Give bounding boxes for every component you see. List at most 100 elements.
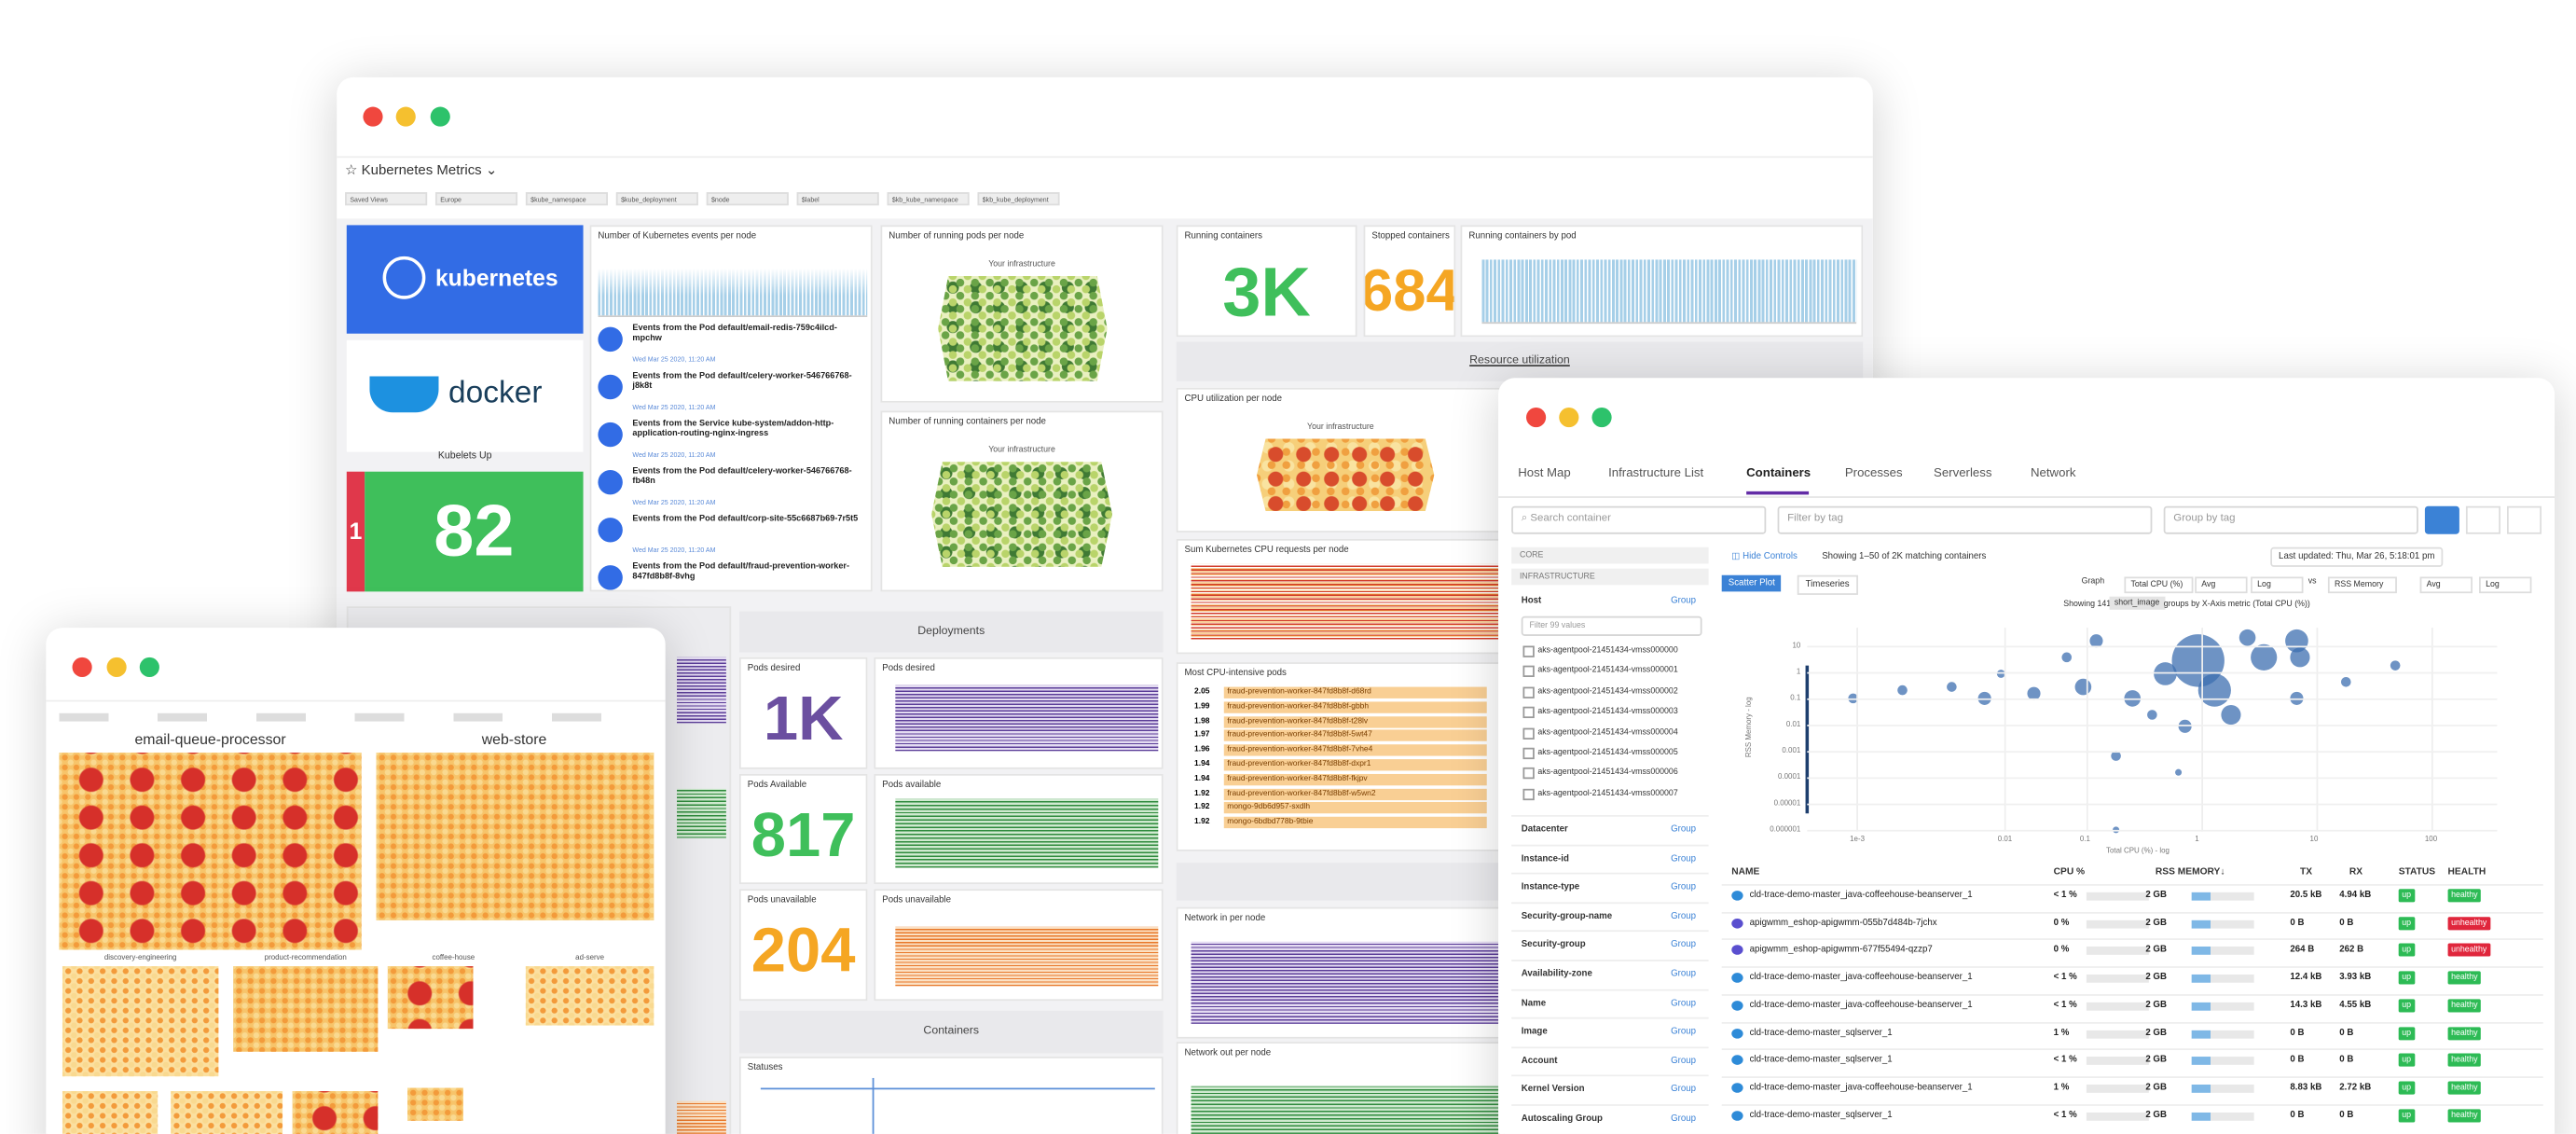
filter-input[interactable]: Filter by tag [1777,505,2153,534]
close-dot[interactable] [363,106,383,127]
group-chip[interactable]: short_image [2109,596,2165,610]
graph-control[interactable]: Avg [2419,576,2473,594]
checkbox[interactable] [1522,666,1535,678]
host-option[interactable]: aks-agentpool-21451434-vmss000004 [1537,726,1678,738]
column-header[interactable]: RX [2349,867,2363,878]
maximize-dot[interactable] [139,657,159,677]
host-option[interactable]: aks-agentpool-21451434-vmss000001 [1537,666,1678,676]
facet-section[interactable]: CORE [1519,550,1544,560]
column-header[interactable]: STATUS [2398,867,2436,878]
container-name[interactable]: cld-trace-demo-master_sqlserver_1 [1749,1055,1893,1066]
group-link[interactable]: Group [1671,596,1697,607]
facet-filter[interactable]: Filter 99 values [1521,615,1702,636]
group-link[interactable]: Group [1671,998,1697,1009]
facet-title[interactable]: Security-group [1521,940,1586,951]
filter-chip[interactable]: $kb_kube_deployment [977,192,1060,206]
graph-control[interactable]: Log [2251,576,2304,594]
group-link[interactable]: Group [1671,940,1697,951]
settings-button[interactable] [2506,505,2542,534]
column-header[interactable]: RSS MEMORY↓ [2155,867,2225,878]
container-name[interactable]: apigwmm_eshop-apigwmm-055b7d484b-7jchx [1749,918,1937,929]
facet-title[interactable]: Account [1521,1056,1558,1067]
checkbox[interactable] [1522,707,1535,719]
lock-button[interactable] [2465,505,2500,534]
checkbox[interactable] [1522,747,1535,760]
nav-tab[interactable]: Containers [1746,464,1811,480]
event-item[interactable]: Events from the Pod default/email-redis-… [598,322,869,366]
maximize-dot[interactable] [1591,408,1612,428]
container-name[interactable]: cld-trace-demo-master_java-coffeehouse-b… [1749,1000,1973,1011]
container-name[interactable]: cld-trace-demo-master_java-coffeehouse-b… [1749,973,1973,983]
close-dot[interactable] [1526,408,1547,428]
facet-title[interactable]: Availability-zone [1521,969,1592,980]
group-link[interactable]: Group [1671,1085,1697,1096]
host-option[interactable]: aks-agentpool-21451434-vmss000000 [1537,645,1678,657]
graph-control[interactable]: Total CPU (%) [2124,576,2194,594]
maximize-dot[interactable] [430,106,450,127]
container-name[interactable]: cld-trace-demo-master_java-coffeehouse-b… [1749,1083,1973,1093]
host-option[interactable]: aks-agentpool-21451434-vmss000003 [1537,707,1678,717]
filter-chip[interactable]: $label [796,192,879,206]
minimize-dot[interactable] [106,657,127,677]
minimize-dot[interactable] [395,106,416,127]
container-name[interactable]: cld-trace-demo-master_sqlserver_1 [1749,1110,1893,1121]
host-option[interactable]: aks-agentpool-21451434-vmss000002 [1537,686,1678,697]
view-tab[interactable]: Timeseries [1797,574,1858,595]
container-name[interactable]: cld-trace-demo-master_sqlserver_1 [1749,1028,1893,1038]
filter-chip[interactable]: $kb_kube_namespace [887,192,970,206]
view-button[interactable] [2424,505,2459,534]
minimize-dot[interactable] [1559,408,1579,428]
filter-chip[interactable]: Saved Views [345,192,428,206]
group-link[interactable]: Group [1671,1113,1697,1125]
checkbox[interactable] [1522,686,1535,698]
container-name[interactable]: apigwmm_eshop-apigwmm-677f55494-qzzp7 [1749,945,1933,956]
group-link[interactable]: Group [1671,1056,1697,1067]
event-item[interactable]: Events from the Pod default/celery-worke… [598,465,869,510]
group-link[interactable]: Group [1671,1027,1697,1038]
search-input[interactable]: ⌕ Search container [1511,505,1767,534]
filter-chip[interactable]: Europe [434,192,518,206]
facet-title[interactable]: Name [1521,998,1547,1009]
host-option[interactable]: aks-agentpool-21451434-vmss000006 [1537,768,1678,779]
checkbox[interactable] [1522,788,1535,800]
column-header[interactable]: HEALTH [2447,867,2486,878]
column-header[interactable]: CPU % [2053,867,2086,878]
facet-title[interactable]: Autoscaling Group [1521,1113,1603,1125]
container-name[interactable]: cld-trace-demo-master_java-coffeehouse-b… [1749,891,1973,901]
view-tab[interactable]: Scatter Plot [1721,574,1782,592]
column-header[interactable]: TX [2299,867,2313,878]
graph-control[interactable]: Log [2479,576,2532,594]
graph-control[interactable]: RSS Memory [2327,576,2397,594]
facet-title[interactable]: Image [1521,1027,1548,1038]
filter-chip[interactable]: $kube_namespace [525,192,608,206]
nav-tab[interactable]: Serverless [1934,464,1992,480]
graph-control[interactable]: Avg [2195,576,2248,594]
group-link[interactable]: Group [1671,882,1697,893]
group-link[interactable]: Group [1671,824,1697,836]
host-option[interactable]: aks-agentpool-21451434-vmss000005 [1537,747,1678,758]
nav-tab[interactable]: Host Map [1518,464,1571,480]
hide-controls[interactable]: ◫ Hide Controls [1731,552,1798,562]
group-link[interactable]: Group [1671,911,1697,922]
last-updated[interactable]: Last updated: Thu, Mar 26, 5:18:01 pm [2270,546,2444,567]
event-item[interactable]: Events from the Pod default/celery-worke… [598,369,869,414]
facet-title[interactable]: Datacenter [1521,824,1568,836]
event-item[interactable]: Events from the Pod default/fraud-preven… [598,560,869,590]
group-input[interactable]: Group by tag [2163,505,2418,534]
facet-title[interactable]: Security-group-name [1521,911,1613,922]
column-header[interactable]: NAME [1731,867,1760,878]
checkbox[interactable] [1522,768,1535,780]
nav-tab[interactable]: Network [2030,464,2076,480]
event-item[interactable]: Events from the Pod default/corp-site-55… [598,513,869,558]
facet-title[interactable]: Instance-id [1521,853,1569,864]
group-link[interactable]: Group [1671,853,1697,864]
facet-section[interactable]: INFRASTRUCTURE [1519,572,1595,582]
group-link[interactable]: Group [1671,969,1697,980]
facet-title[interactable]: Host [1521,596,1542,607]
filter-chip[interactable]: $kube_deployment [615,192,698,206]
facet-title[interactable]: Instance-type [1521,882,1580,893]
event-item[interactable]: Events from the Service kube-system/addo… [598,418,869,463]
nav-tab[interactable]: Processes [1844,464,1903,480]
checkbox[interactable] [1522,645,1535,657]
close-dot[interactable] [72,657,92,677]
